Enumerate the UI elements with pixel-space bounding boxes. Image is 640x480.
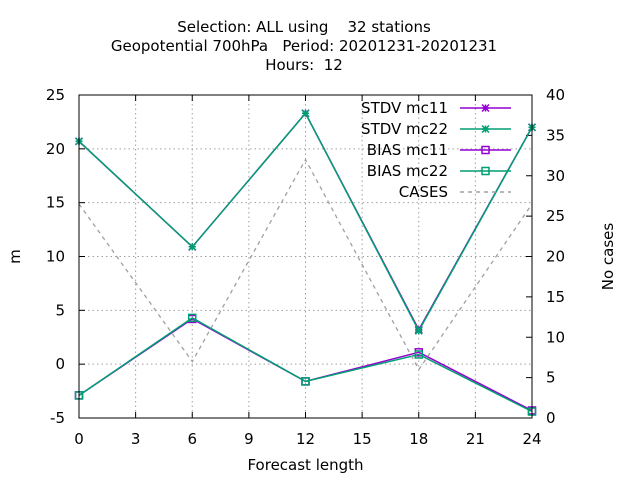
data-point: [414, 326, 423, 335]
legend: STDV mc11 STDV mc22 BIAS mc11 BIAS mc22 CASE…: [361, 99, 511, 201]
data-point: [301, 109, 310, 118]
y2-tick-labels: 0 5 10 15 20 25 30 35 40: [546, 86, 565, 427]
y2-tick-label: 35: [546, 126, 565, 144]
data-point: [188, 313, 197, 323]
data-point: [188, 242, 197, 251]
y2-tick-label: 30: [546, 167, 565, 185]
legend-marker: [481, 124, 490, 134]
legend-marker: [481, 166, 490, 176]
x-tick-label: 15: [353, 430, 372, 448]
y-tick-label: 0: [55, 355, 65, 373]
y2-tick-label: 0: [546, 409, 556, 427]
plot-frame: [78, 94, 533, 419]
y-tick-labels: -5 0 5 10 15 20 25: [46, 86, 65, 427]
y2-tick-label: 20: [546, 248, 565, 266]
title-line-2: Geopotential 700hPa Period: 20201231-202…: [111, 37, 497, 55]
chart-title: Selection: ALL using 32 stationsGeopoten…: [111, 18, 497, 74]
legend-marker: [481, 145, 490, 155]
x-tick-label: 6: [187, 430, 197, 448]
x-tick-label: 21: [466, 430, 485, 448]
x-tick-label: 9: [244, 430, 254, 448]
y-tick-label: 10: [46, 248, 65, 266]
y-tick-label: 20: [46, 140, 65, 158]
y2-tick-label: 40: [546, 86, 565, 104]
legend-label: STDV mc22: [361, 120, 448, 138]
legend-label: CASES: [399, 183, 448, 201]
grid-lines: [79, 95, 532, 418]
legend-label: BIAS mc11: [367, 141, 448, 159]
x-tick-label: 0: [74, 430, 84, 448]
y2-tick-label: 15: [546, 288, 565, 306]
y-tick-label: 5: [55, 301, 65, 319]
y-tick-label: 15: [46, 194, 65, 212]
x-tick-label: 12: [296, 430, 315, 448]
y2-tick-label: 5: [546, 369, 556, 387]
legend-marker: [481, 103, 490, 113]
data-point: [301, 377, 310, 386]
legend-label: BIAS mc22: [367, 162, 448, 180]
x-tick-labels: 0 3 6 9 12 15 18 21 24: [74, 430, 541, 448]
y-axis-label: m: [6, 249, 24, 264]
series-line: [78, 158, 533, 371]
y-tick-label: 25: [46, 86, 65, 104]
y-tick-label: -5: [50, 409, 65, 427]
title-line-1: Selection: ALL using 32 stations: [177, 18, 431, 36]
y2-axis-label: No cases: [599, 223, 617, 291]
x-tick-label: 24: [522, 430, 541, 448]
x-tick-label: 18: [409, 430, 428, 448]
y2-tick-label: 25: [546, 207, 565, 225]
axis-ticks: [78, 94, 533, 419]
data-point: [414, 350, 423, 359]
x-tick-label: 3: [131, 430, 141, 448]
legend-label: STDV mc11: [361, 99, 448, 117]
series-4: [78, 158, 533, 371]
title-line-3: Hours: 12: [265, 56, 343, 74]
series-line: [78, 317, 533, 413]
y2-tick-label: 10: [546, 328, 565, 346]
x-axis-label: Forecast length: [247, 456, 363, 474]
